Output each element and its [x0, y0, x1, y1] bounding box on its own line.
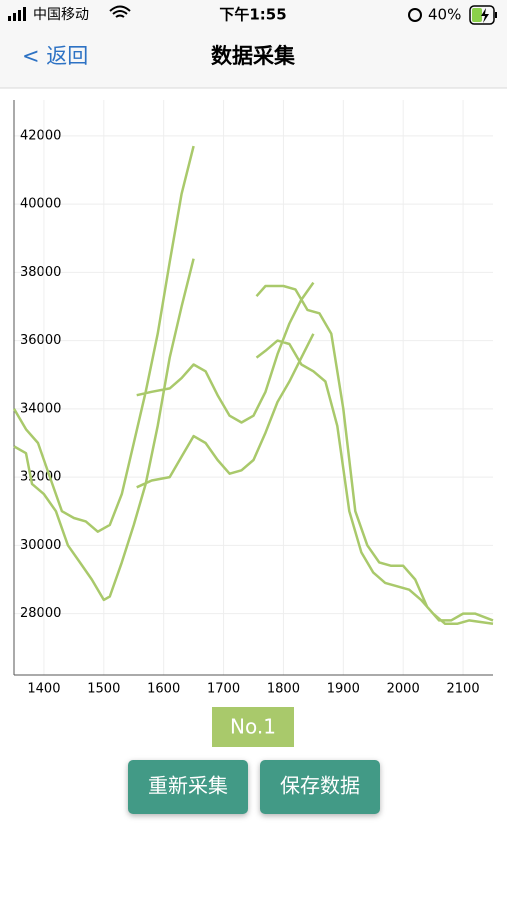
legend-label[interactable]: No.1	[230, 715, 276, 739]
wifi-icon	[109, 5, 131, 18]
x-tick-label: 1600	[147, 682, 180, 697]
clock: 下午1:55	[219, 6, 286, 24]
battery-percent: 40%	[428, 6, 461, 24]
y-tick-label: 36000	[20, 333, 61, 348]
y-tick-label: 42000	[20, 128, 61, 143]
y-tick-label: 40000	[20, 197, 61, 212]
x-tick-label: 1400	[27, 682, 60, 697]
x-tick-label: 1700	[207, 682, 240, 697]
lock-icon	[408, 8, 422, 22]
back-button[interactable]: < 返回	[22, 44, 88, 68]
action-button[interactable]	[128, 760, 248, 814]
carrier: 中国移动	[33, 7, 89, 23]
header-bar	[0, 0, 507, 88]
x-tick-label: 1800	[267, 682, 300, 697]
y-tick-label: 34000	[20, 401, 61, 416]
page-title: 数据采集	[211, 44, 296, 68]
y-tick-label: 28000	[20, 606, 61, 621]
x-tick-label: 1500	[87, 682, 120, 697]
action-button[interactable]	[260, 760, 380, 814]
x-tick-label: 1900	[327, 682, 360, 697]
y-tick-label: 32000	[20, 470, 61, 485]
chart: 28000 30000 32000 34000 36000 38000 40000 42000…	[12, 100, 494, 697]
battery-icon	[469, 5, 497, 25]
x-tick-label: 2100	[447, 682, 480, 697]
signal-icon	[8, 7, 26, 21]
x-tick-label: 2000	[387, 682, 420, 697]
data-line	[12, 145, 494, 626]
action-button-label[interactable]: 保存数据	[280, 774, 360, 798]
action-button-label[interactable]: 重新采集	[148, 774, 228, 798]
y-tick-label: 30000	[20, 538, 61, 553]
legend-swatch[interactable]	[212, 707, 294, 747]
y-tick-label: 38000	[20, 265, 61, 280]
